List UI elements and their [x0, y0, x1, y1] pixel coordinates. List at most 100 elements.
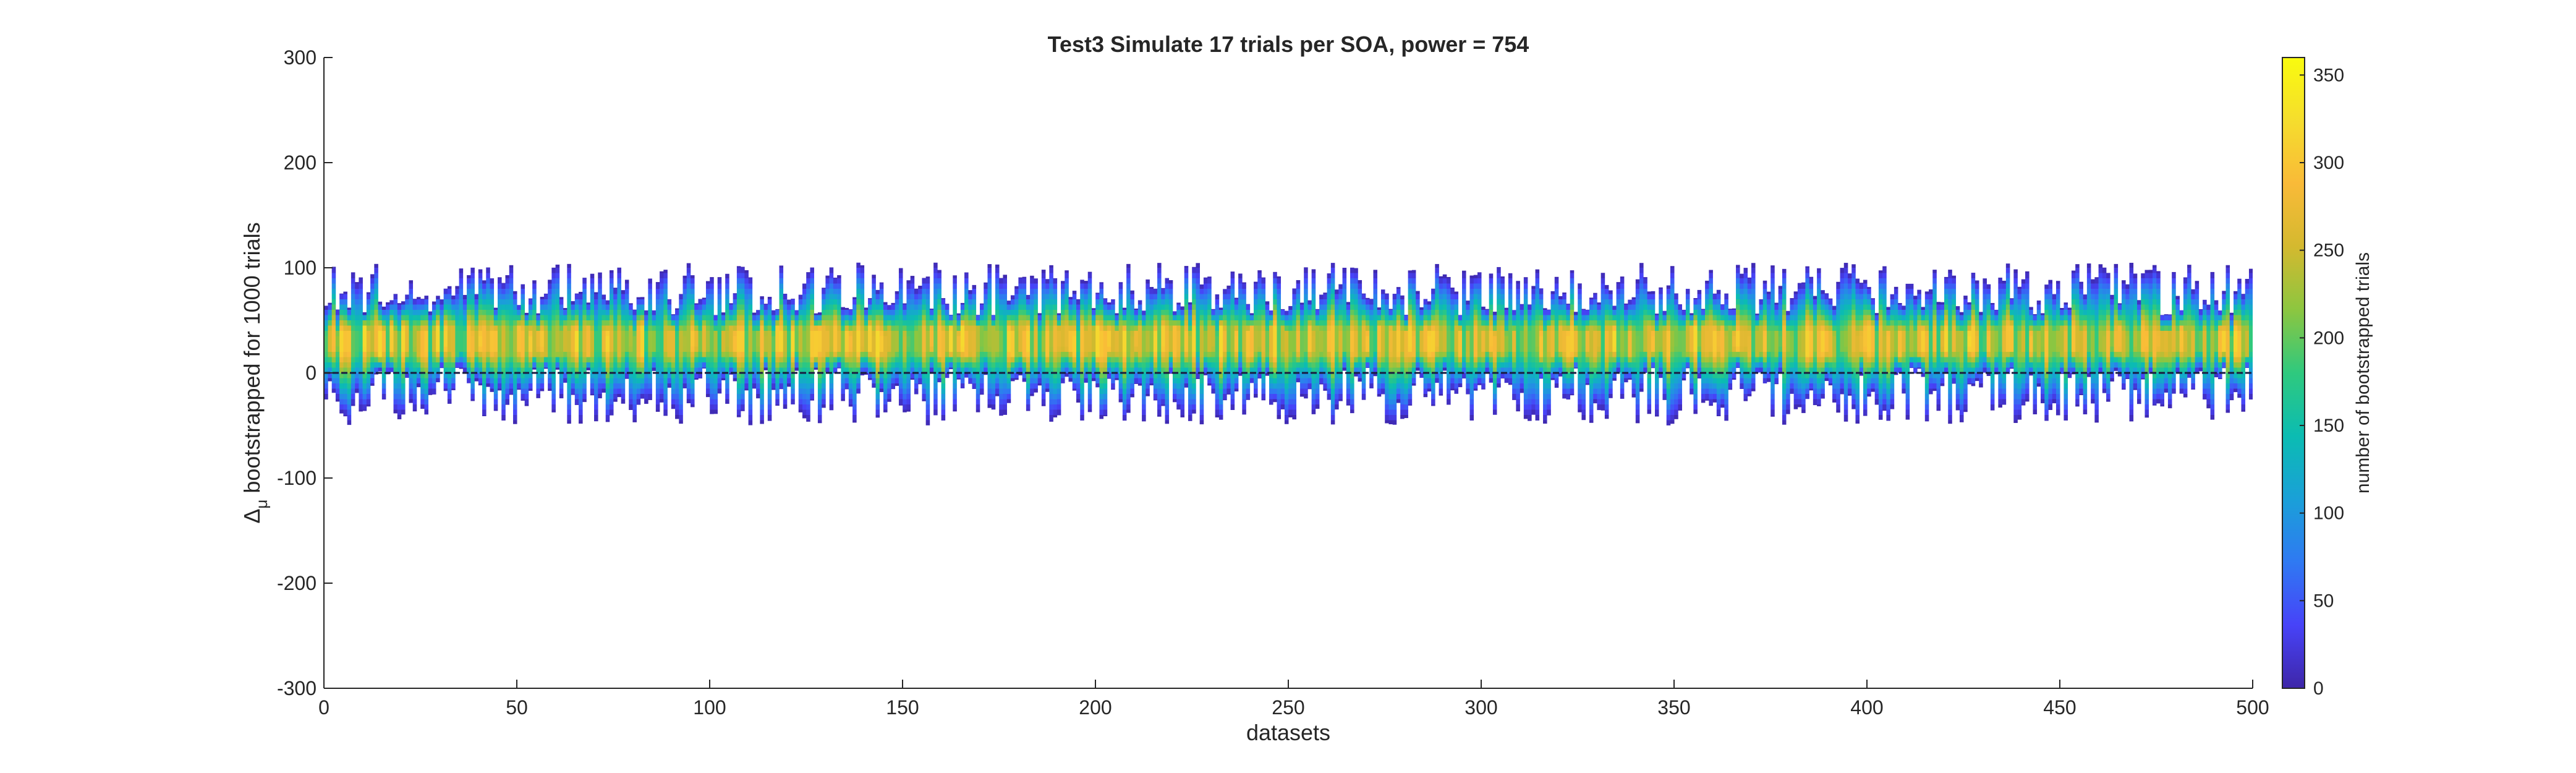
- heat-cell: [359, 299, 363, 305]
- heat-cell: [1118, 388, 1123, 394]
- heat-cell: [521, 331, 525, 336]
- heat-cell: [590, 283, 595, 289]
- heat-cell: [1034, 325, 1038, 331]
- heat-cell: [381, 310, 386, 315]
- heat-cell: [1053, 404, 1058, 410]
- heat-cell: [798, 378, 803, 383]
- heat-cell: [467, 331, 471, 336]
- heat-cell: [802, 409, 807, 415]
- heat-cell: [1115, 341, 1119, 347]
- heat-cell: [339, 404, 344, 410]
- heat-cell: [756, 352, 760, 357]
- heat-cell: [806, 320, 810, 326]
- heat-cell: [1107, 357, 1112, 362]
- dataset-column: [424, 296, 428, 415]
- heat-cell: [462, 320, 467, 326]
- heat-cell: [655, 283, 660, 289]
- heat-cell: [1126, 346, 1131, 352]
- heat-cell: [1072, 346, 1077, 352]
- heat-cell: [362, 346, 367, 352]
- heat-cell: [860, 273, 865, 278]
- heat-cell: [629, 373, 633, 378]
- heat-cell: [663, 415, 668, 416]
- heat-cell: [903, 315, 907, 320]
- heat-cell: [972, 320, 977, 326]
- heat-cell: [736, 273, 741, 278]
- heat-cell: [1168, 362, 1173, 368]
- heat-cell: [370, 357, 375, 362]
- heat-cell: [559, 304, 564, 310]
- heat-cell: [1126, 367, 1131, 373]
- heat-cell: [1061, 289, 1065, 294]
- heat-cell: [999, 373, 1003, 378]
- heat-cell: [691, 331, 695, 336]
- heat-cell: [787, 331, 791, 336]
- heat-cell: [1091, 331, 1096, 336]
- heat-cell: [590, 325, 595, 331]
- heat-cell: [436, 341, 440, 347]
- heat-cell: [741, 383, 745, 389]
- heat-cell: [710, 289, 714, 294]
- heat-cell: [1041, 289, 1046, 294]
- heat-cell: [679, 341, 683, 347]
- heat-cell: [1118, 289, 1123, 294]
- heat-cell: [1061, 294, 1065, 299]
- heat-cell: [1084, 341, 1089, 347]
- heat-cell: [660, 378, 664, 383]
- heat-cell: [536, 346, 540, 352]
- dataset-column: [972, 284, 977, 389]
- heat-cell: [624, 280, 629, 284]
- heat-cell: [335, 336, 340, 341]
- heat-cell: [1026, 294, 1031, 299]
- heat-cell: [852, 304, 857, 310]
- heat-cell: [571, 383, 576, 389]
- heat-cell: [1107, 331, 1112, 336]
- heat-cell: [1103, 373, 1108, 378]
- heat-cell: [767, 394, 772, 399]
- heat-cell: [837, 357, 841, 362]
- heat-cell: [691, 299, 695, 305]
- heat-cell: [378, 352, 383, 357]
- dataset-column: [667, 299, 672, 388]
- heat-cell: [339, 304, 344, 310]
- heat-cell: [906, 310, 911, 315]
- heat-cell: [775, 373, 780, 378]
- heat-cell: [1010, 325, 1015, 331]
- heat-cell: [875, 336, 880, 341]
- heat-cell: [1118, 373, 1123, 378]
- heat-cell: [1061, 310, 1065, 315]
- heat-cell: [991, 357, 996, 362]
- heat-cell: [887, 352, 891, 357]
- heat-cell: [571, 331, 576, 336]
- heat-cell: [582, 310, 587, 315]
- dataset-column: [467, 275, 471, 383]
- dataset-column: [1006, 301, 1011, 403]
- heat-cell: [767, 373, 772, 378]
- heat-cell: [1006, 383, 1011, 389]
- heat-cell: [980, 310, 984, 315]
- heat-cell: [806, 352, 810, 357]
- heat-cell: [733, 367, 738, 373]
- heat-cell: [632, 320, 637, 326]
- heat-cell: [629, 331, 633, 336]
- heat-cell: [621, 357, 626, 362]
- heat-cell: [331, 304, 336, 310]
- heat-cell: [976, 394, 980, 399]
- heat-cell: [964, 362, 969, 368]
- heat-cell: [648, 310, 652, 315]
- heat-cell: [648, 331, 652, 336]
- heat-cell: [767, 404, 772, 410]
- heat-cell: [498, 331, 502, 336]
- heat-cell: [1157, 409, 1162, 415]
- heat-cell: [1026, 299, 1031, 305]
- heat-cell: [482, 352, 487, 357]
- heat-cell: [729, 352, 733, 357]
- heat-cell: [532, 341, 537, 347]
- heat-cell: [744, 278, 749, 284]
- heat-cell: [555, 278, 560, 284]
- heat-cell: [624, 294, 629, 299]
- heat-cell: [713, 378, 718, 383]
- heat-cell: [995, 294, 1000, 299]
- heat-cell: [586, 336, 591, 341]
- heat-cell: [1053, 415, 1058, 418]
